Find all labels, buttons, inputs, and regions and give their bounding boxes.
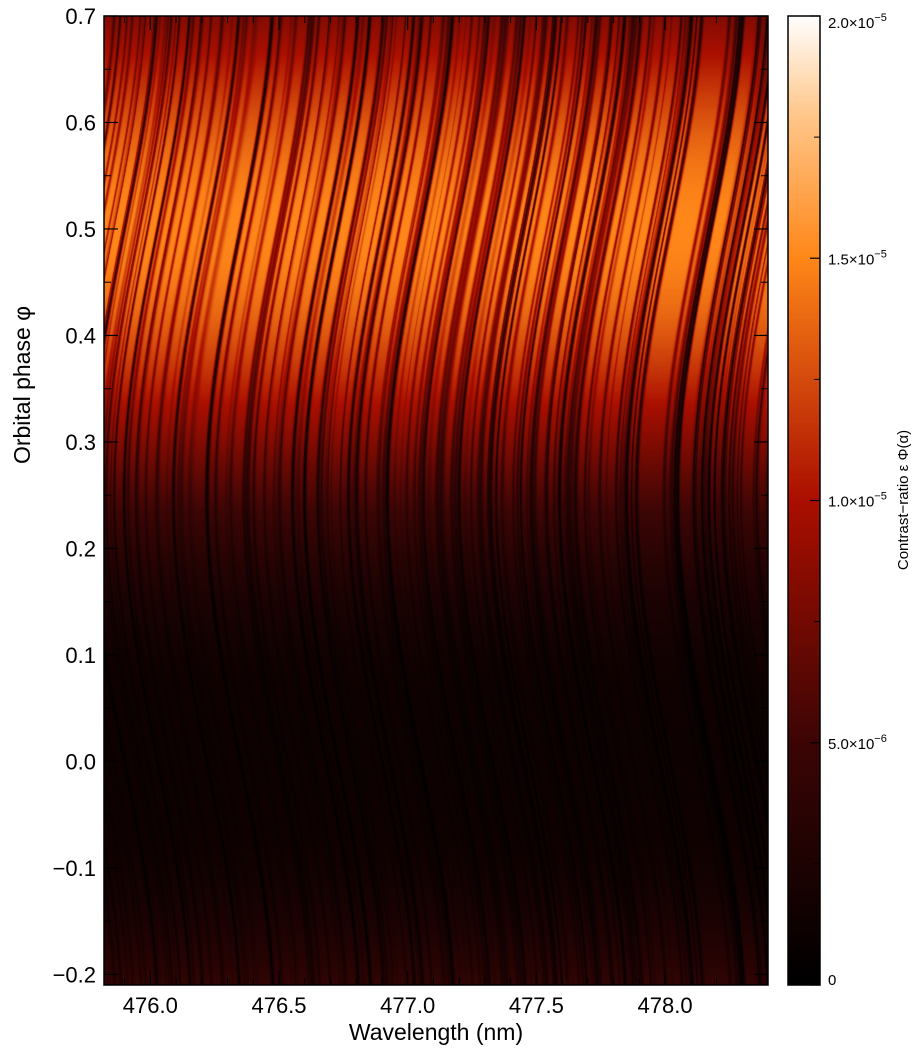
- colorbar-tick-label: 0: [828, 972, 836, 989]
- y-tick-label: 0.5: [65, 217, 96, 242]
- colorbar-tick-label: 1.5×10−5: [828, 248, 887, 268]
- x-tick-label: 476.0: [123, 993, 178, 1018]
- y-tick-label: 0.4: [65, 323, 96, 348]
- y-tick-label: 0.1: [65, 643, 96, 668]
- x-tick-label: 478.0: [638, 993, 693, 1018]
- y-tick-label: 0.2: [65, 536, 96, 561]
- y-axis: −0.2 −0.1 0.0 0.1 0.2 0.3 0.4 0.5 0.6 0.7: [53, 4, 768, 987]
- colorbar-tick-label: 5.0×10−6: [828, 733, 887, 753]
- x-tick-label: 476.5: [251, 993, 306, 1018]
- y-axis-title: Orbital phase φ: [9, 306, 35, 464]
- y-tick-label: −0.2: [53, 962, 96, 987]
- colorbar-axis: 0 5.0×10−6 1.0×10−5 1.5×10−5 2.0×10−5: [810, 12, 887, 989]
- y-tick-label: 0.7: [65, 4, 96, 29]
- colorbar-tick-label: 1.0×10−5: [828, 491, 887, 511]
- x-tick-label: 477.5: [509, 993, 564, 1018]
- x-axis: 476.0 476.5 477.0 477.5 478.0: [123, 16, 743, 1018]
- y-tick-label: 0.6: [65, 110, 96, 135]
- x-tick-label: 477.0: [380, 993, 435, 1018]
- x-axis-title: Wavelength (nm): [349, 1019, 523, 1045]
- plot-frame: [103, 15, 769, 986]
- colorbar-title: Contrast−ratio ε Φ(α): [895, 430, 912, 570]
- y-tick-label: −0.1: [53, 856, 96, 881]
- heatmap-image: [104, 16, 768, 985]
- y-tick-label: 0.0: [65, 749, 96, 774]
- colorbar-tick-label: 2.0×10−5: [828, 12, 887, 32]
- y-tick-label: 0.3: [65, 430, 96, 455]
